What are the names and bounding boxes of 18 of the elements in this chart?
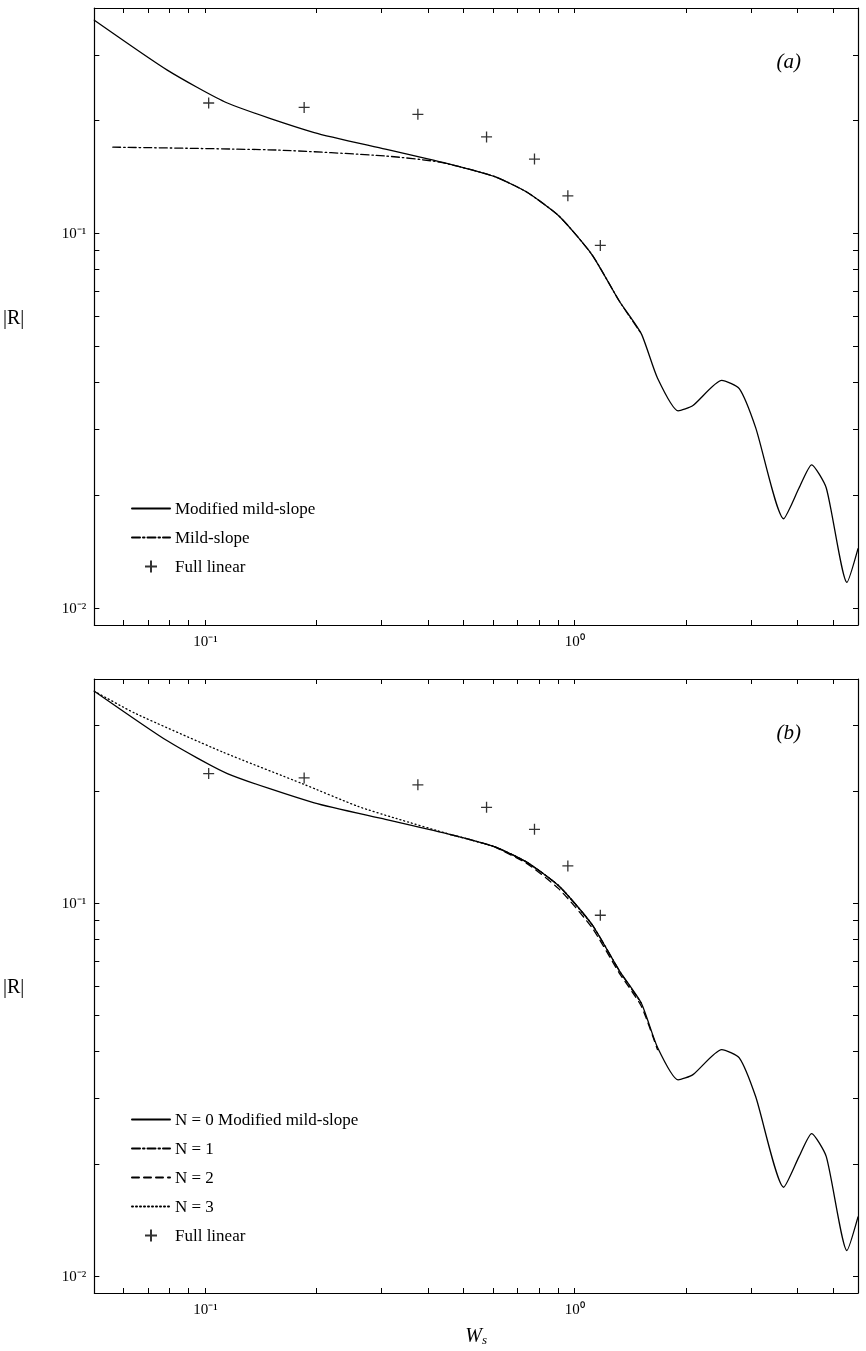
x-tick-label: 10⁰ (564, 1300, 585, 1317)
legend-label: N = 3 (175, 1197, 214, 1216)
y-tick-label: 10⁻² (61, 599, 87, 616)
legend-label: Modified mild-slope (175, 499, 316, 518)
y-tick-label: 10⁻¹ (61, 895, 87, 912)
text: (a) (776, 48, 802, 73)
text: (b) (776, 719, 802, 744)
legend-label: Mild-slope (175, 528, 250, 547)
y-tick-label: 10⁻¹ (61, 225, 87, 242)
y-axis-title: |R| (2, 305, 25, 329)
legend-label: Full linear (175, 1226, 246, 1245)
legend-label: N = 2 (175, 1168, 214, 1187)
y-tick-label: 10⁻² (61, 1267, 87, 1284)
x-tick-label: 10⁰ (564, 632, 585, 649)
legend-label: Full linear (175, 557, 246, 576)
y-axis-title: |R| (2, 975, 25, 998)
legend-label: N = 0 Modified mild-slope (175, 1110, 359, 1129)
legend-label: N = 1 (175, 1139, 214, 1158)
